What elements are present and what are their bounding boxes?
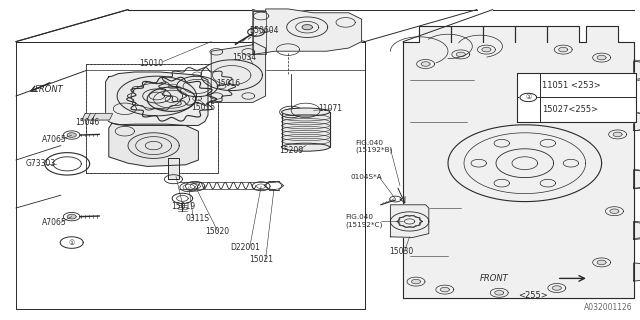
Polygon shape (610, 209, 619, 213)
Polygon shape (168, 158, 179, 179)
Polygon shape (302, 25, 312, 30)
Text: FRONT: FRONT (35, 85, 64, 94)
Polygon shape (253, 9, 362, 54)
Polygon shape (634, 221, 640, 239)
Polygon shape (517, 73, 636, 122)
Text: 15015: 15015 (191, 103, 215, 112)
Text: FRONT: FRONT (480, 274, 509, 283)
Polygon shape (92, 114, 113, 120)
Text: 0104S*A: 0104S*A (351, 174, 383, 180)
Text: 15019: 15019 (172, 202, 196, 211)
Text: <255>: <255> (518, 292, 548, 300)
Polygon shape (87, 114, 108, 120)
Text: 15027<255>: 15027<255> (542, 105, 598, 114)
Polygon shape (128, 133, 179, 158)
Polygon shape (403, 42, 634, 298)
Polygon shape (552, 286, 561, 290)
Text: G73303: G73303 (26, 159, 56, 168)
Text: 15209: 15209 (279, 146, 303, 155)
Text: 15030: 15030 (389, 247, 413, 256)
Text: 11071: 11071 (318, 104, 342, 113)
Text: 15021: 15021 (250, 255, 274, 264)
Polygon shape (559, 47, 568, 52)
Text: FIG.040
(15192*B): FIG.040 (15192*B) (355, 140, 392, 153)
Polygon shape (412, 279, 420, 284)
Polygon shape (634, 263, 640, 281)
Text: 15010: 15010 (140, 60, 164, 68)
Polygon shape (634, 61, 640, 79)
Polygon shape (440, 287, 449, 292)
Polygon shape (211, 42, 266, 102)
Polygon shape (520, 93, 536, 101)
Text: A032001126: A032001126 (584, 303, 632, 312)
Text: 0311S: 0311S (186, 214, 210, 223)
Polygon shape (106, 72, 208, 125)
Polygon shape (482, 47, 491, 52)
Polygon shape (613, 132, 622, 137)
Text: D22001: D22001 (230, 244, 260, 252)
Polygon shape (597, 55, 606, 60)
Text: 15020: 15020 (205, 227, 229, 236)
Text: A7065: A7065 (42, 135, 67, 144)
Polygon shape (67, 133, 76, 137)
Polygon shape (634, 113, 640, 131)
Polygon shape (390, 205, 429, 237)
Text: B50604: B50604 (250, 26, 279, 35)
Polygon shape (117, 76, 196, 116)
Polygon shape (82, 114, 102, 120)
Polygon shape (67, 214, 76, 219)
Text: FIG.040
(15192*C): FIG.040 (15192*C) (346, 214, 383, 228)
Polygon shape (109, 123, 198, 166)
Text: 15034: 15034 (232, 53, 257, 62)
Polygon shape (456, 52, 465, 57)
Polygon shape (495, 291, 504, 295)
Polygon shape (597, 260, 606, 265)
Polygon shape (610, 81, 619, 85)
Text: 15016: 15016 (216, 79, 241, 88)
Ellipse shape (282, 143, 330, 151)
Polygon shape (282, 112, 330, 147)
Ellipse shape (282, 108, 330, 116)
Polygon shape (634, 170, 640, 188)
Text: A7065: A7065 (42, 218, 67, 227)
Text: ①: ① (68, 240, 75, 245)
Text: ①: ① (525, 94, 531, 100)
Polygon shape (421, 62, 430, 66)
Text: 15046: 15046 (76, 118, 100, 127)
Polygon shape (403, 26, 634, 298)
Text: 11051 <253>: 11051 <253> (542, 81, 601, 90)
